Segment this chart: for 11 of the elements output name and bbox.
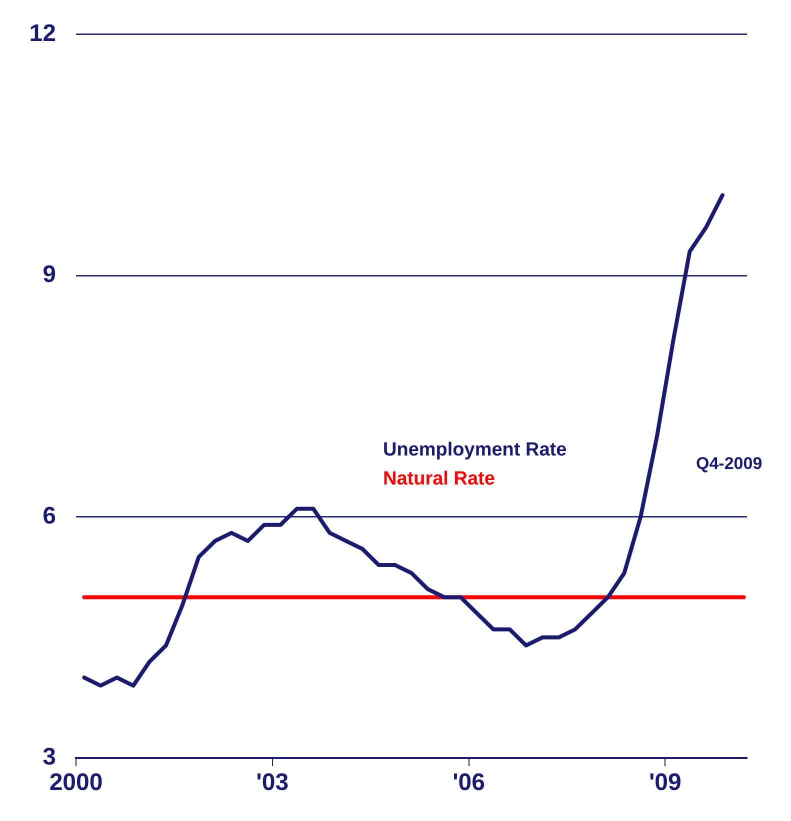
x-tick-label: 2000 bbox=[49, 769, 103, 796]
text: Natural Rate bbox=[383, 468, 495, 490]
y-tick-label: 6 bbox=[42, 502, 56, 530]
annotation: Q4-2009 bbox=[696, 454, 762, 474]
x-tick-label: '09 bbox=[648, 769, 682, 796]
y-tick-label: 9 bbox=[42, 261, 56, 288]
y-tick-label: 12 bbox=[29, 20, 56, 48]
y-tick-label: 3 bbox=[42, 744, 56, 771]
x-tick-label: '03 bbox=[256, 769, 289, 796]
x-tick-label: '06 bbox=[452, 769, 485, 796]
text: Unemployment Rate bbox=[383, 440, 567, 461]
